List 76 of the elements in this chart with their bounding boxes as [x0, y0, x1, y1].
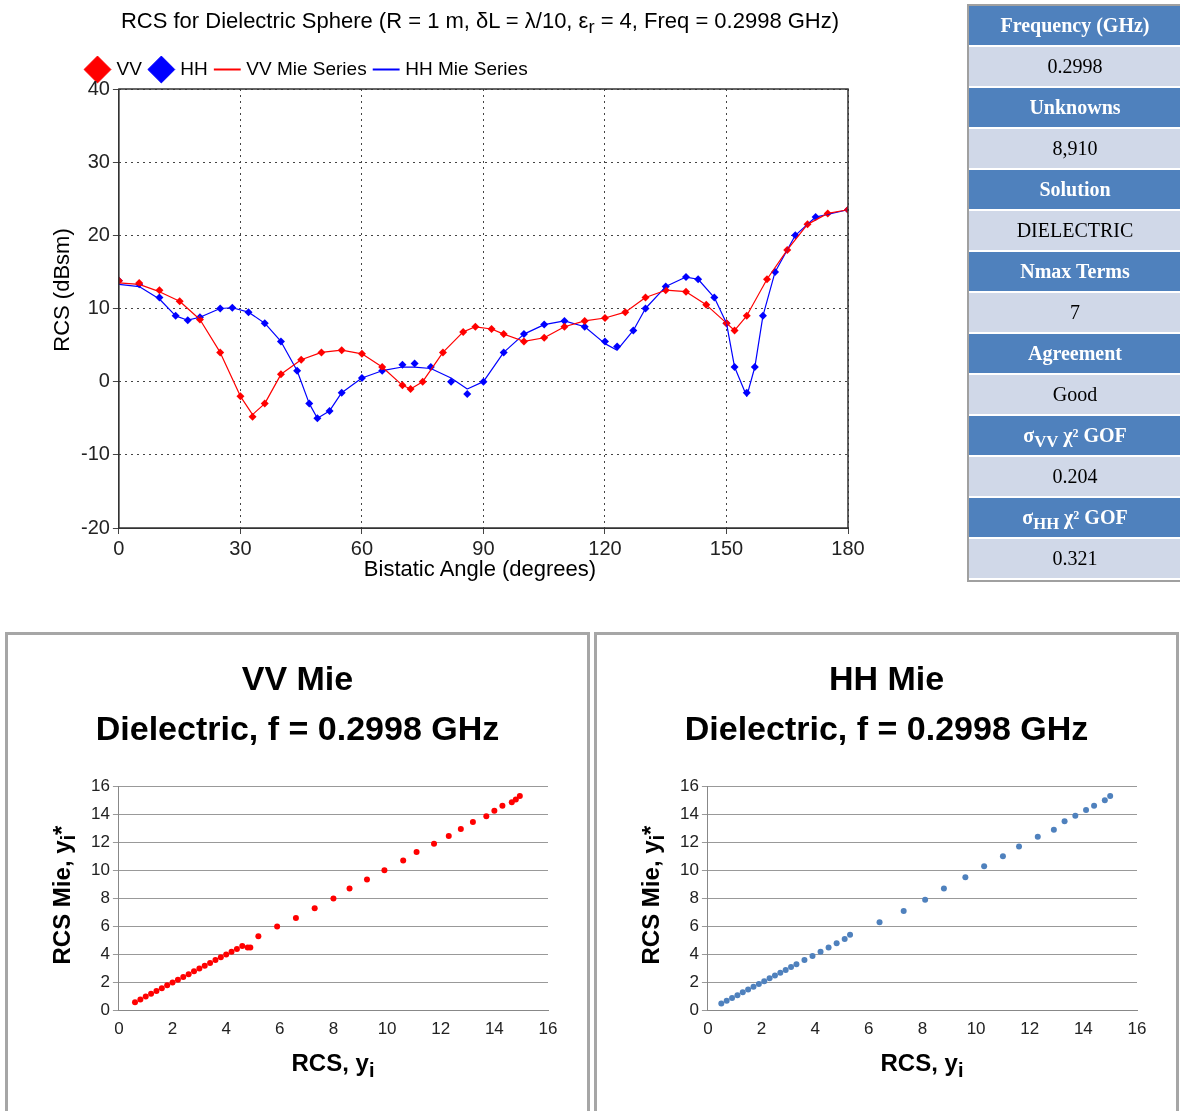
y-tick-label: 2: [689, 972, 699, 992]
legend-label: HH Mie Series: [405, 57, 528, 79]
x-tick-label: 10: [377, 1019, 397, 1039]
y-tick-label: 16: [679, 775, 699, 795]
text: σ$_{VV}$ χ² GOF: [969, 416, 1180, 457]
x-tick-label: 8: [917, 1019, 928, 1039]
text: 0.204: [969, 457, 1180, 498]
chart-title: RCS for Dielectric Sphere (R = 1 m, δL = λ/10, ε$_{r}$ = 4, Freq = 0.2998 GHz): [119, 8, 841, 39]
x-tick-label: 12: [1020, 1019, 1040, 1039]
y-tick-label: 20: [87, 222, 110, 245]
x-tick-label: 2: [167, 1019, 178, 1039]
x-tick-label: 150: [709, 536, 744, 559]
y-tick-label: 30: [87, 149, 110, 172]
x-tick-label: 6: [864, 1019, 874, 1039]
y-tick-label: 4: [689, 944, 699, 964]
x-tick-label: 180: [831, 536, 865, 559]
text: 0.2998: [969, 47, 1180, 88]
text: Nmax Terms: [969, 252, 1180, 293]
text: DIELECTRIC: [969, 211, 1180, 252]
legend-label: VV: [116, 57, 143, 79]
x-tick-label: 12: [431, 1019, 451, 1039]
y-tick-label: 10: [87, 296, 110, 319]
y-tick-label: 8: [100, 888, 110, 908]
y-axis-title: RCS (dBsm): [49, 228, 75, 352]
x-tick-label: 8: [328, 1019, 339, 1039]
x-tick-label: 16: [1127, 1019, 1147, 1039]
y-tick-label: 12: [90, 831, 110, 851]
chart-title: HH Mie: [827, 659, 946, 698]
y-tick-label: 0: [100, 1000, 110, 1020]
y-tick-label: 10: [90, 860, 110, 880]
y-tick-label: 10: [679, 860, 699, 880]
x-axis-title: RCS, y$_{i}$: [290, 1049, 376, 1082]
x-tick-label: 14: [484, 1019, 504, 1039]
x-tick-label: 10: [966, 1019, 986, 1039]
y-tick-label: 8: [689, 888, 699, 908]
x-tick-label: 90: [472, 536, 495, 559]
text: 0.321: [969, 539, 1180, 580]
y-tick-label: 6: [689, 916, 699, 936]
chart-subtitle: Dielectric, f = 0.2998 GHz: [683, 709, 1090, 748]
y-tick-label: 40: [87, 76, 110, 99]
x-tick-label: 16: [538, 1019, 558, 1039]
x-tick-label: 4: [221, 1019, 231, 1039]
x-tick-label: 30: [229, 536, 252, 559]
y-tick-label: 12: [679, 831, 699, 851]
y-tick-label: 0: [98, 369, 110, 392]
legend-label: VV Mie Series: [246, 57, 367, 79]
text: Solution: [969, 170, 1180, 211]
y-tick-label: 2: [100, 972, 110, 992]
y-tick-label: 14: [90, 803, 110, 823]
y-tick-label: 14: [679, 803, 699, 823]
y-tick-label: 6: [100, 916, 110, 936]
y-tick-label: 16: [90, 775, 110, 795]
x-tick-label: 0: [703, 1019, 713, 1039]
x-tick-label: 60: [350, 536, 374, 559]
x-axis-title: Bistatic Angle (degrees): [363, 556, 597, 581]
y-tick-label: 4: [100, 944, 110, 964]
x-tick-label: 14: [1073, 1019, 1093, 1039]
x-tick-label: 120: [588, 536, 622, 559]
legend-label: HH: [180, 57, 208, 79]
text: Unknowns: [969, 88, 1180, 129]
text: 8,910: [969, 129, 1180, 170]
x-axis-title: RCS, y$_{i}$: [879, 1049, 965, 1082]
text: Good: [969, 375, 1180, 416]
chart-subtitle: Dielectric, f = 0.2998 GHz: [94, 709, 501, 748]
chart-title: VV Mie: [240, 659, 355, 698]
text: Frequency (GHz): [969, 6, 1180, 47]
y-tick-label: -10: [81, 442, 110, 465]
x-tick-label: 0: [114, 1019, 124, 1039]
text: Agreement: [969, 334, 1180, 375]
text: σ$_{HH}$ χ² GOF: [969, 498, 1180, 539]
x-tick-label: 2: [756, 1019, 767, 1039]
x-tick-label: 4: [810, 1019, 820, 1039]
y-tick-label: -20: [81, 515, 110, 538]
text: 7: [969, 293, 1180, 334]
y-tick-label: 0: [689, 1000, 699, 1020]
x-tick-label: 6: [275, 1019, 285, 1039]
